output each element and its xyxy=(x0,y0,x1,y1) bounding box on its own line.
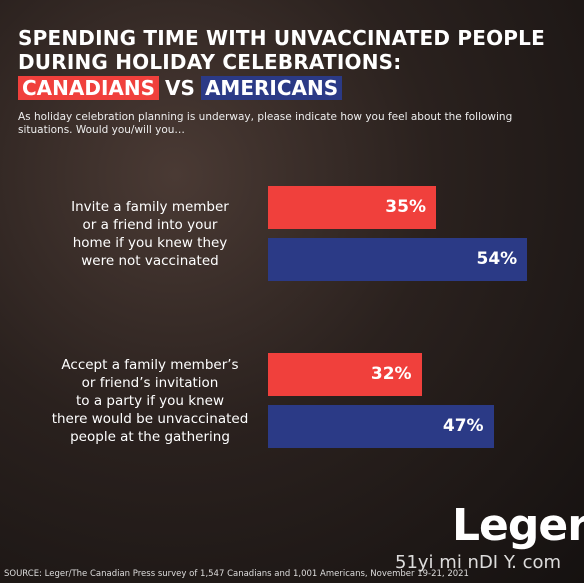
legend-entry: CANADIANS xyxy=(18,76,160,100)
legend-entry: AMERICANS xyxy=(200,76,343,100)
logo: Leger xyxy=(452,500,584,551)
value-label: 32% xyxy=(370,364,412,384)
category-label: Invite a family member or a friend into … xyxy=(71,199,229,269)
bar xyxy=(268,405,494,448)
subtitle: As holiday celebration planning is under… xyxy=(18,111,513,136)
watermark: 51yi mi nDI Y. com xyxy=(395,552,562,573)
category-label: Accept a family member’s or friend’s inv… xyxy=(51,357,249,445)
value-label: 54% xyxy=(476,249,518,269)
source: SOURCE: Leger/The Canadian Press survey … xyxy=(4,569,469,579)
value-label: 35% xyxy=(385,197,426,217)
legend: CANADIANS VS AMERICANS xyxy=(18,76,343,100)
bar xyxy=(268,186,436,229)
bar xyxy=(268,238,528,281)
chart-title: SPENDING TIME WITH UNVACCINATED PEOPLE D… xyxy=(18,26,545,74)
value-label: 47% xyxy=(442,416,484,436)
bar xyxy=(268,353,422,396)
title-joiner: VS xyxy=(165,76,195,100)
